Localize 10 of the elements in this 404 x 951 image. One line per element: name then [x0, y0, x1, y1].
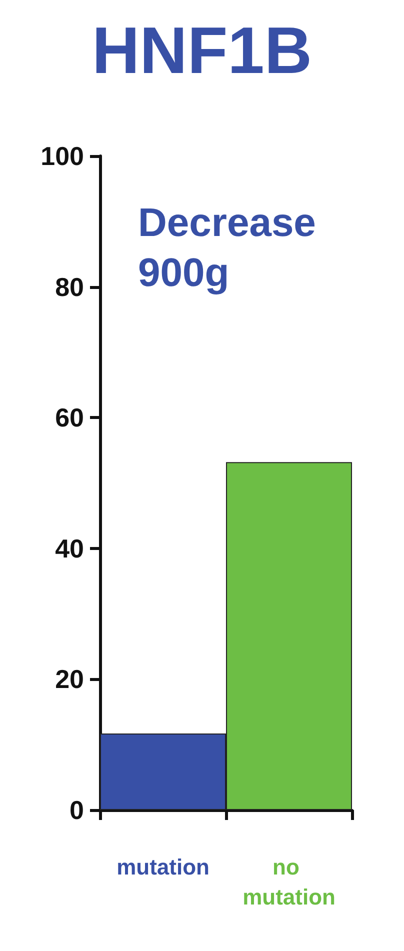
y-tick-label: 0: [70, 795, 84, 825]
y-tick-label: 40: [55, 533, 84, 564]
chart-title: HNF1B: [92, 13, 312, 87]
annotation: Decrease 900g: [138, 201, 328, 295]
y-tick-label: 20: [55, 664, 84, 694]
y-tick-label: 80: [55, 272, 84, 302]
x-tick-label: no mutation: [242, 854, 336, 910]
y-tick-label: 100: [40, 141, 84, 171]
y-tick-label: 60: [55, 402, 84, 433]
x-tick-label: mutation: [116, 854, 210, 880]
